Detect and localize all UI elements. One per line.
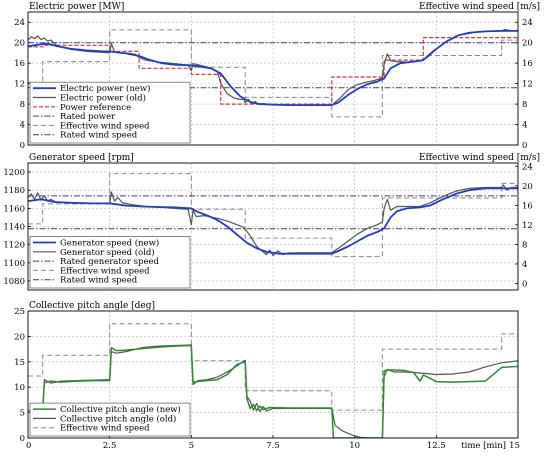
plot-frame: [27, 11, 519, 146]
legend-label: Power reference: [60, 103, 131, 113]
y-tick-label-right: 16: [522, 59, 533, 69]
series-line-effective-wind-speed: [28, 29, 518, 118]
plot-frame: [27, 162, 519, 291]
y-tick-label-left: 24: [14, 18, 25, 28]
y-tick-label-left: 1200: [3, 168, 25, 178]
y-tick-label-right: 8: [522, 240, 527, 250]
series-group: [28, 28, 518, 118]
series-group: [28, 173, 518, 258]
y-tick-label-left: 0: [20, 434, 25, 444]
legend-label: Generator speed (old): [60, 247, 155, 258]
y-tick-label-left: 1080: [3, 277, 25, 287]
y-tick-label-left: 1140: [3, 223, 25, 233]
legend-label: Effective wind speed: [60, 424, 150, 434]
panel-1: 0 4 8 12 16 20 24 0 4 8 12 16 20 24 Electric power [MW…: [14, 2, 540, 151]
legend-label: Electric power (new): [60, 83, 150, 94]
legend-label: Effective wind speed: [60, 121, 150, 131]
y-tick-label-right: 24: [522, 162, 533, 172]
series-line-electric-power-new: [28, 30, 518, 106]
y-tick-label-left: 20: [14, 332, 25, 342]
y-tick-label-left: 1180: [3, 186, 25, 196]
legend-label: Collective pitch angle (new): [60, 404, 181, 415]
y-tick-label-right: 0: [522, 141, 527, 151]
y-tick-label-right: 0: [522, 280, 527, 290]
series-group: [28, 323, 518, 438]
y-tick-label-right: 8: [522, 100, 527, 110]
series-line-generator-speed-new: [28, 187, 518, 255]
legend-box: [29, 402, 191, 437]
legend: Collective pitch angle (new)Collective p…: [29, 402, 191, 437]
y-tick-label-right: 4: [522, 260, 527, 270]
x-tick-label: 0: [26, 441, 31, 451]
y-tick-label-left: 5: [20, 409, 25, 419]
chart-title-left: Collective pitch angle [deg]: [29, 301, 155, 311]
y-tick-label-right: 12: [522, 80, 533, 90]
x-axis-label: time [min]: [461, 441, 506, 451]
chart-title-right: Effective wind speed [m/s]: [419, 153, 540, 163]
legend-label: Rated generator speed: [60, 257, 160, 267]
legend-box: [29, 81, 191, 144]
x-tick-label: 15: [509, 441, 520, 451]
y-tick-label-right: 4: [522, 121, 527, 131]
y-tick-label-right: 24: [522, 18, 533, 28]
legend-label: Rated wind speed: [60, 276, 138, 286]
y-tick-label-left: 1160: [3, 204, 25, 214]
legend-label: Collective pitch angle (old): [60, 413, 176, 424]
legend: Electric power (new)Electric power (old)…: [29, 81, 191, 144]
series-line-power-reference: [28, 37, 518, 105]
series-line-collective-pitch-angle-old: [28, 344, 518, 438]
legend: Generator speed (new)Generator speed (ol…: [29, 236, 191, 289]
y-tick-label-left: 1100: [3, 259, 25, 269]
x-tick-label: 10: [349, 441, 360, 451]
series-line-effective-wind-speed: [28, 173, 518, 258]
y-tick-label-left: 15: [14, 358, 25, 368]
x-tick-label: 7.5: [266, 441, 280, 451]
panel-2: 1080 1100 1120 1140 1160 1180 1200 0 4 8 12 16 20 24 G…: [3, 153, 540, 291]
x-tick-label: 12.5: [427, 441, 446, 451]
y-tick-label-left: 10: [14, 383, 25, 393]
y-tick-label-right: 16: [522, 201, 533, 211]
y-tick-label-left: 16: [14, 59, 25, 69]
chart-title-left: Electric power [MW]: [29, 2, 124, 12]
y-tick-label-left: 12: [14, 80, 25, 90]
chart-title-left: Generator speed [rpm]: [29, 153, 134, 163]
x-tick-label: 2.5: [103, 441, 117, 451]
legend-label: Generator speed (new): [60, 238, 159, 249]
legend-label: Effective wind speed: [60, 266, 150, 276]
legend-box: [29, 236, 191, 289]
y-tick-label-right: 20: [522, 182, 533, 192]
legend-label: Rated power: [60, 112, 116, 122]
y-tick-label-left: 20: [14, 39, 25, 49]
x-tick-label: 5: [189, 441, 194, 451]
y-tick-label-left: 1120: [3, 241, 25, 251]
legend-label: Rated wind speed: [60, 131, 138, 141]
y-tick-label-right: 12: [522, 221, 533, 231]
y-tick-label-right: 20: [522, 39, 533, 49]
legend-label: Electric power (old): [60, 93, 146, 104]
y-tick-label-left: 0: [20, 141, 25, 151]
series-line-collective-pitch-angle-new: [28, 344, 518, 438]
chart-title-right: Effective wind speed [m/s]: [419, 2, 540, 12]
y-tick-label-left: 4: [20, 121, 25, 131]
y-tick-label-left: 25: [14, 307, 25, 317]
plot-frame: [27, 310, 519, 439]
y-tick-label-left: 8: [20, 100, 25, 110]
